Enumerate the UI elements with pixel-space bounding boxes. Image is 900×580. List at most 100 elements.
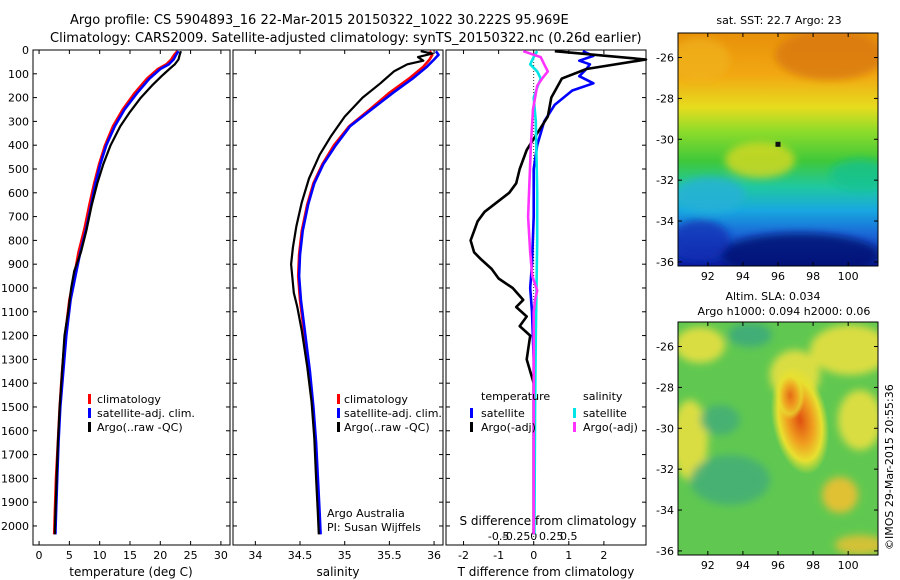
map-y-tick-label: -28 <box>656 381 674 394</box>
legend-swatch-satellite <box>88 408 91 418</box>
legend-t-argo: Argo(-adj) <box>481 421 536 434</box>
map-x-tick-label: 92 <box>701 559 715 572</box>
x-tick-label: 5 <box>66 549 73 562</box>
salinity-panel <box>232 49 444 546</box>
y-tick-label: 200 <box>8 92 29 105</box>
sla-map-title-line2: Argo h1000: 0.094 h2000: 0.06 <box>698 305 871 318</box>
legend-satellite: satellite-adj. clim. <box>97 407 195 420</box>
series-layer <box>52 49 648 535</box>
argo-location-marker <box>775 141 781 147</box>
series-argo-raw-qc- <box>53 50 182 535</box>
map-x-tick-label: 94 <box>736 270 750 283</box>
x-tick-label: 35.5 <box>377 549 402 562</box>
map-x-tick-label: 92 <box>701 270 715 283</box>
y-tick-label: 1500 <box>1 401 29 414</box>
sla-map <box>677 321 879 556</box>
y-tick-label: 1300 <box>1 353 29 366</box>
map-y-tick-label: -34 <box>656 504 674 517</box>
y-tick-label: 1000 <box>1 282 29 295</box>
x-tick-label: 1 <box>565 549 572 562</box>
legend-climatology: climatology <box>344 393 408 406</box>
x-tick-label: 30 <box>214 549 228 562</box>
series-satellite-adj-clim- <box>54 50 180 535</box>
y-tick-label: 1200 <box>1 330 29 343</box>
map-x-tick-label: 96 <box>771 270 785 283</box>
figure-title-line1: Argo profile: CS 5904893_16 22-Mar-2015 … <box>70 13 569 28</box>
legend-swatch-argo <box>88 422 91 432</box>
x-tick-label: 25 <box>184 549 198 562</box>
y-tick-label: 1800 <box>1 472 29 485</box>
x-tick-label: 36 <box>427 549 441 562</box>
credit-line2: PI: Susan Wijffels <box>327 521 421 534</box>
x-tick-label: 2 <box>600 549 607 562</box>
y-tick-label: 700 <box>8 211 29 224</box>
x-tick-label: 0 <box>530 549 537 562</box>
series-s-satellite <box>528 50 543 535</box>
map-y-tick-label: -36 <box>656 256 674 269</box>
x2-tick-label: 0.25 <box>539 530 564 543</box>
legend-swatch-t-satellite <box>470 408 473 418</box>
x-tick-label: 0 <box>36 549 43 562</box>
legend-salinity-title: salinity <box>583 390 623 403</box>
x-tick-label: 34 <box>248 549 262 562</box>
temperature-panel <box>32 49 231 546</box>
map-y-tick-label: -34 <box>656 215 674 228</box>
x2-tick-label: -0.5 <box>488 530 509 543</box>
y-tick-label: 400 <box>8 139 29 152</box>
figure-title-line2: Climatology: CARS2009. Satellite-adjuste… <box>50 31 642 46</box>
difference-panel <box>445 49 647 546</box>
x-tick-label: -1 <box>493 549 504 562</box>
y-tick-label: 2000 <box>1 520 29 533</box>
legend-s-argo: Argo(-adj) <box>583 421 638 434</box>
x-tick-label: 10 <box>93 549 107 562</box>
legend-argo: Argo(..raw -QC) <box>97 421 183 434</box>
x2-tick-label: 0.5 <box>560 530 578 543</box>
y-tick-label: 1100 <box>1 306 29 319</box>
y-tick-label: 300 <box>8 115 29 128</box>
map-y-tick-label: -36 <box>656 545 674 558</box>
x-tick-label: -2 <box>458 549 469 562</box>
salinity-legend: climatology satellite-adj. clim. Argo(..… <box>327 393 442 534</box>
legend-climatology: climatology <box>97 393 161 406</box>
t-difference-xlabel: T difference from climatology <box>457 565 635 579</box>
series-satellite-adj-clim- <box>297 50 440 535</box>
sst-map-title: sat. SST: 22.7 Argo: 23 <box>716 14 841 27</box>
y-tick-label: 0 <box>22 44 29 57</box>
legend-swatch-climatology <box>88 394 91 404</box>
series-argo-raw-qc- <box>290 50 434 535</box>
temperature-xlabel: temperature (deg C) <box>69 565 192 579</box>
legend-temperature-title: temperature <box>481 390 550 403</box>
watermark: ©IMOS 29-Mar-2015 20:55:36 <box>883 384 896 550</box>
sst-axes: 92 94 96 98 100 -26 -28 -30 -32 -34 -36 <box>656 33 878 283</box>
series-s-argo-adj- <box>522 49 550 535</box>
map-x-tick-label: 94 <box>736 559 750 572</box>
y-tick-label: 500 <box>8 163 29 176</box>
sst-map <box>677 32 879 267</box>
legend-argo: Argo(..raw -QC) <box>344 421 430 434</box>
x-tick-label: 34.5 <box>288 549 313 562</box>
credit-line1: Argo Australia <box>327 507 405 520</box>
map-y-tick-label: -26 <box>656 52 674 65</box>
series-t-argo-adj- <box>469 49 648 535</box>
map-y-tick-label: -26 <box>656 341 674 354</box>
legend-swatch-s-satellite <box>573 408 576 418</box>
legend-swatch-argo <box>337 422 340 432</box>
y-tick-label: 100 <box>8 68 29 81</box>
y-tick-label: 1700 <box>1 449 29 462</box>
map-y-tick-label: -32 <box>656 463 674 476</box>
series-t-satellite <box>528 50 595 535</box>
difference-legend: temperature satellite Argo(-adj) salinit… <box>470 390 638 434</box>
x-tick-label: 35 <box>338 549 352 562</box>
map-x-tick-label: 100 <box>838 559 859 572</box>
y-tick-label: 600 <box>8 187 29 200</box>
map-y-tick-label: -32 <box>656 174 674 187</box>
y-tick-label: 900 <box>8 258 29 271</box>
legend-swatch-t-argo <box>470 422 473 432</box>
map-y-tick-label: -30 <box>656 422 674 435</box>
legend-swatch-s-argo <box>573 422 576 432</box>
legend-swatch-climatology <box>337 394 340 404</box>
legend-swatch-satellite <box>337 408 340 418</box>
axes-layer: 0100200300400500600700800900100011001200… <box>1 44 646 562</box>
map-y-tick-label: -30 <box>656 133 674 146</box>
